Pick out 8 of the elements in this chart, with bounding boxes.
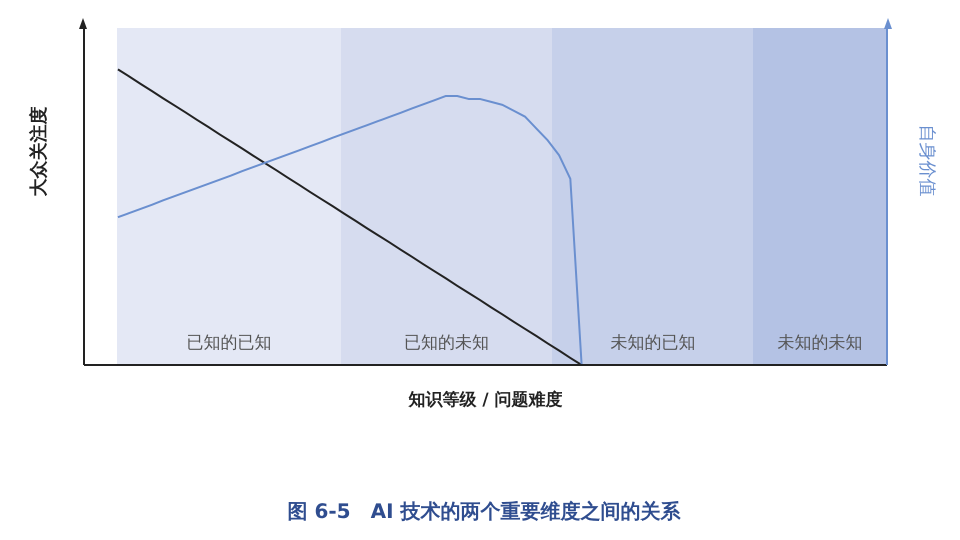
x-axis-title: 知识等级 / 问题难度 xyxy=(407,390,563,410)
y-axis-title: 大众关注度 xyxy=(28,106,50,198)
text: 图 6-5 AI 技术的两个重要维度之间的关系 xyxy=(286,498,682,525)
annotation: 已知的未知 xyxy=(402,332,490,354)
annotation: 未知的已知 xyxy=(609,332,696,354)
y2-axis-title: 自身价值 xyxy=(916,124,938,196)
annotation: 未知的未知 xyxy=(776,332,864,354)
annotation: 已知的已知 xyxy=(185,332,272,354)
